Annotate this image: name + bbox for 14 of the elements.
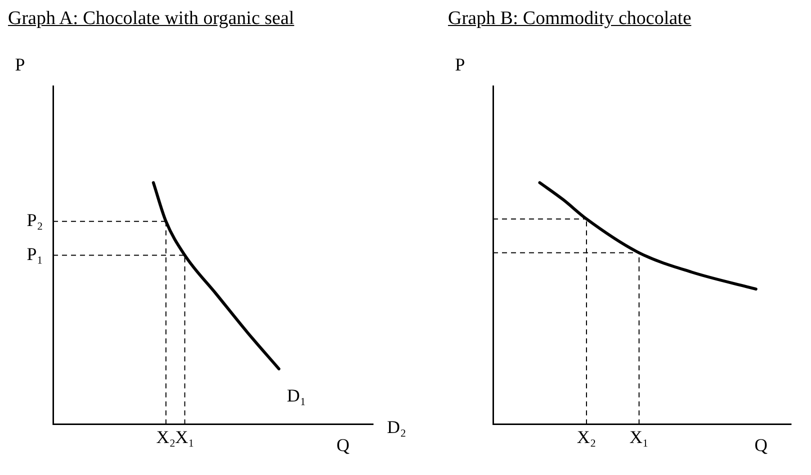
text: D₂ — [387, 417, 406, 438]
chart-title: Graph A: Chocolate with organic seal — [8, 8, 296, 31]
x-axis-title: Q — [754, 435, 768, 456]
x-tick-label: X₁ — [629, 426, 649, 447]
x-tick-label: X₂ — [576, 426, 596, 447]
x-axis-title: Q — [336, 435, 350, 456]
x-tick-label: X₂ — [156, 426, 176, 447]
ref-line-label: P₂ — [26, 210, 43, 230]
y-axis-title: P — [15, 54, 26, 75]
ref-line-label: P₁ — [26, 244, 43, 264]
y-axis-title: P — [455, 54, 466, 75]
series-label: D₁ — [286, 386, 306, 406]
x-tick-label: X₁ — [175, 426, 194, 447]
chart-title: Graph B: Commodity chocolate — [448, 8, 692, 31]
